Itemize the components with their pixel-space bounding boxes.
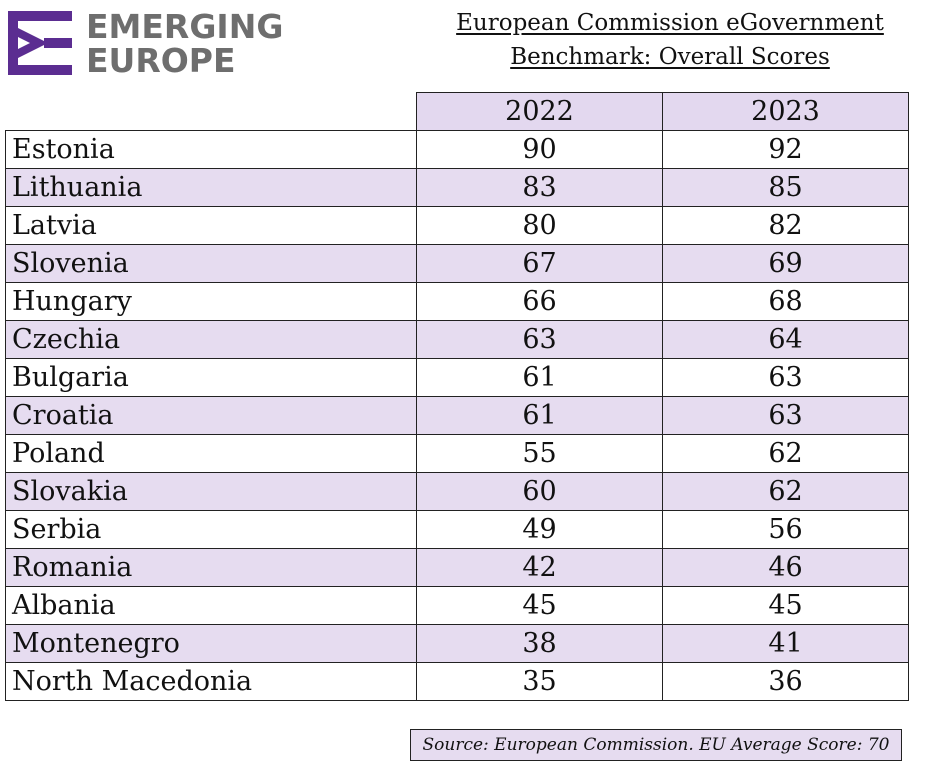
value-2023-cell: 68 — [662, 282, 909, 321]
value-2023-cell: 46 — [662, 548, 909, 587]
value-2022-cell: 66 — [416, 282, 663, 321]
title-line-2: Benchmark: Overall Scores — [510, 44, 830, 70]
table-row: Slovakia 60 62 — [5, 472, 909, 511]
value-2023-cell: 92 — [662, 130, 909, 169]
country-cell: Estonia — [5, 130, 417, 169]
value-2023-cell: 41 — [662, 624, 909, 663]
country-cell: Bulgaria — [5, 358, 417, 397]
value-2023-cell: 62 — [662, 434, 909, 473]
logo-line-2: EUROPE — [86, 41, 236, 80]
table-row: Montenegro 38 41 — [5, 624, 909, 663]
country-cell: Slovenia — [5, 244, 417, 283]
value-2023-cell: 69 — [662, 244, 909, 283]
logo-mark-icon — [8, 11, 72, 75]
value-2023-cell: 85 — [662, 168, 909, 207]
header-2023: 2023 — [662, 92, 909, 131]
country-cell: Romania — [5, 548, 417, 587]
country-cell: Slovakia — [5, 472, 417, 511]
value-2022-cell: 67 — [416, 244, 663, 283]
value-2023-cell: 45 — [662, 586, 909, 625]
table-row: Serbia 49 56 — [5, 510, 909, 549]
value-2022-cell: 45 — [416, 586, 663, 625]
header-2022: 2022 — [416, 92, 663, 131]
title-line-1: European Commission eGovernment — [456, 10, 884, 36]
country-cell: Croatia — [5, 396, 417, 435]
table-row: Estonia 90 92 — [5, 130, 909, 169]
country-cell: Albania — [5, 586, 417, 625]
country-cell: Serbia — [5, 510, 417, 549]
table-row: North Macedonia 35 36 — [5, 662, 909, 701]
value-2022-cell: 49 — [416, 510, 663, 549]
header-row: 2022 2023 — [6, 92, 909, 131]
value-2023-cell: 63 — [662, 358, 909, 397]
value-2022-cell: 42 — [416, 548, 663, 587]
country-cell: Hungary — [5, 282, 417, 321]
value-2023-cell: 36 — [662, 662, 909, 701]
value-2022-cell: 61 — [416, 358, 663, 397]
value-2022-cell: 80 — [416, 206, 663, 245]
country-cell: North Macedonia — [5, 662, 417, 701]
source-note: Source: European Commission. EU Average … — [410, 729, 902, 761]
table-body: Estonia 90 92 Lithuania 83 85 Latvia 80 82 Sloven… — [5, 130, 909, 701]
value-2023-cell: 82 — [662, 206, 909, 245]
value-2022-cell: 61 — [416, 396, 663, 435]
value-2023-cell: 56 — [662, 510, 909, 549]
table-row: Lithuania 83 85 — [5, 168, 909, 207]
value-2022-cell: 83 — [416, 168, 663, 207]
country-cell: Poland — [5, 434, 417, 473]
value-2022-cell: 90 — [416, 130, 663, 169]
table-row: Czechia 63 64 — [5, 320, 909, 359]
country-cell: Lithuania — [5, 168, 417, 207]
logo-wordmark: EMERGING EUROPE — [86, 10, 283, 78]
value-2022-cell: 55 — [416, 434, 663, 473]
value-2022-cell: 60 — [416, 472, 663, 511]
value-2023-cell: 63 — [662, 396, 909, 435]
country-cell: Montenegro — [5, 624, 417, 663]
table-row: Albania 45 45 — [5, 586, 909, 625]
table-row: Romania 42 46 — [5, 548, 909, 587]
scores-table: 2022 2023 Estonia 90 92 Lithuania 83 85 Latvia… — [5, 92, 909, 701]
table-row: Poland 55 62 — [5, 434, 909, 473]
table-row: Latvia 80 82 — [5, 206, 909, 245]
table-row: Bulgaria 61 63 — [5, 358, 909, 397]
country-cell: Latvia — [5, 206, 417, 245]
country-cell: Czechia — [5, 320, 417, 359]
emerging-europe-logo: EMERGING EUROPE — [8, 8, 308, 78]
table-row: Croatia 61 63 — [5, 396, 909, 435]
value-2023-cell: 62 — [662, 472, 909, 511]
value-2023-cell: 64 — [662, 320, 909, 359]
chart-title: European Commission eGovernment Benchmar… — [420, 6, 920, 74]
table-row: Hungary 66 68 — [5, 282, 909, 321]
header-blank-cell — [6, 93, 417, 131]
value-2022-cell: 35 — [416, 662, 663, 701]
value-2022-cell: 38 — [416, 624, 663, 663]
table-row: Slovenia 67 69 — [5, 244, 909, 283]
value-2022-cell: 63 — [416, 320, 663, 359]
logo-line-1: EMERGING — [86, 7, 284, 46]
